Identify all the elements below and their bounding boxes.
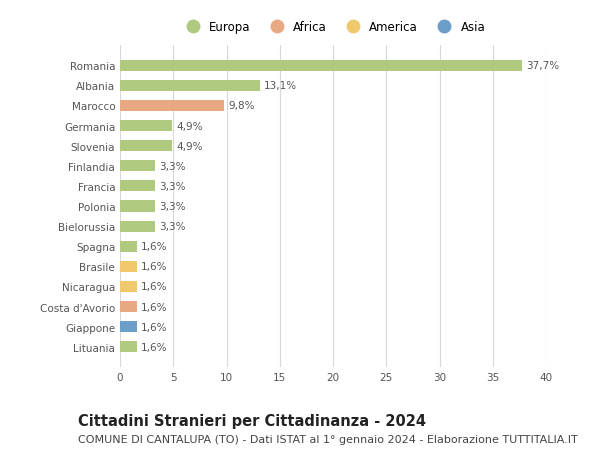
Text: 4,9%: 4,9% xyxy=(176,121,203,131)
Text: 3,3%: 3,3% xyxy=(160,202,186,212)
Text: 1,6%: 1,6% xyxy=(142,322,168,332)
Text: 3,3%: 3,3% xyxy=(160,162,186,171)
Bar xyxy=(120,261,137,272)
Bar xyxy=(120,241,137,252)
Text: 1,6%: 1,6% xyxy=(142,242,168,252)
Text: 1,6%: 1,6% xyxy=(142,282,168,292)
Text: 13,1%: 13,1% xyxy=(264,81,297,91)
Bar xyxy=(120,181,155,192)
Text: Cittadini Stranieri per Cittadinanza - 2024: Cittadini Stranieri per Cittadinanza - 2… xyxy=(78,413,426,428)
Text: 3,3%: 3,3% xyxy=(160,181,186,191)
Text: 37,7%: 37,7% xyxy=(526,61,559,71)
Bar xyxy=(120,161,155,172)
Text: 1,6%: 1,6% xyxy=(142,262,168,272)
Bar xyxy=(120,281,137,292)
Bar xyxy=(120,121,172,132)
Text: 1,6%: 1,6% xyxy=(142,302,168,312)
Text: 3,3%: 3,3% xyxy=(160,222,186,232)
Bar xyxy=(120,81,260,92)
Bar xyxy=(120,221,155,232)
Bar xyxy=(120,101,224,112)
Text: 1,6%: 1,6% xyxy=(142,342,168,352)
Bar xyxy=(120,141,172,152)
Bar xyxy=(120,201,155,212)
Text: 4,9%: 4,9% xyxy=(176,141,203,151)
Text: COMUNE DI CANTALUPA (TO) - Dati ISTAT al 1° gennaio 2024 - Elaborazione TUTTITAL: COMUNE DI CANTALUPA (TO) - Dati ISTAT al… xyxy=(78,434,578,444)
Text: 9,8%: 9,8% xyxy=(229,101,255,111)
Legend: Europa, Africa, America, Asia: Europa, Africa, America, Asia xyxy=(176,17,490,39)
Bar xyxy=(120,341,137,353)
Bar xyxy=(120,61,521,72)
Bar xyxy=(120,321,137,332)
Bar xyxy=(120,302,137,313)
